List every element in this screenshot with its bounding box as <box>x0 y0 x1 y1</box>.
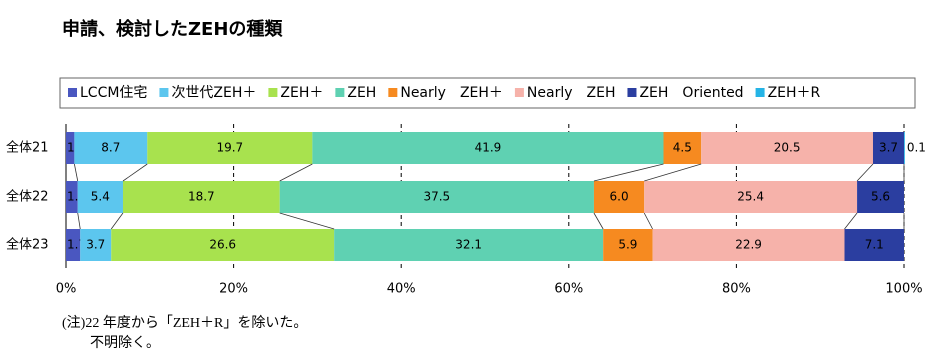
connector-line <box>73 163 79 182</box>
value-label: 25.4 <box>737 190 764 204</box>
category-label: 全体22 <box>6 189 49 205</box>
legend-label: 次世代ZEH＋ <box>171 85 256 101</box>
note: 不明除く。 <box>90 335 160 351</box>
legend-swatch <box>514 88 524 97</box>
legend-label: ZEH Oriented <box>639 85 743 101</box>
legend-swatch <box>335 88 345 97</box>
connector-line <box>279 212 335 230</box>
legend-swatch <box>268 88 278 97</box>
value-label: 18.7 <box>188 190 215 204</box>
bar-segment <box>66 181 78 213</box>
x-tick-label: 20% <box>219 282 248 297</box>
legend-label: Nearly ZEH＋ <box>400 85 503 101</box>
bar-segment <box>312 132 664 164</box>
value-label: 5.4 <box>91 190 110 204</box>
bar-segment <box>872 132 904 164</box>
value-label: 5.9 <box>618 238 637 252</box>
bar-segment <box>66 229 81 261</box>
value-label: 37.5 <box>423 190 450 204</box>
bar-segment <box>111 229 335 261</box>
bar-segment <box>904 132 905 164</box>
connector-line <box>77 212 81 230</box>
connector-line <box>110 212 124 230</box>
bar-segment <box>857 181 904 213</box>
bar-segment <box>279 181 594 213</box>
bar-segment <box>652 229 845 261</box>
bar-segment <box>66 132 75 164</box>
category-label: 全体23 <box>6 237 49 253</box>
legend-swatch <box>159 88 169 97</box>
connector-line <box>279 163 313 182</box>
value-label: 22.9 <box>735 238 762 252</box>
legend-label: ZEH＋ <box>280 85 323 101</box>
bar-segment <box>77 181 123 213</box>
category-label: 全体21 <box>6 140 49 156</box>
bar-segment <box>844 229 904 261</box>
legend-label: ZEH <box>347 85 376 101</box>
value-label: 41.9 <box>475 141 502 155</box>
legend-label: Nearly ZEH <box>527 85 616 101</box>
bar-segment <box>644 181 858 213</box>
value-label: 20.5 <box>774 141 801 155</box>
legend-swatch <box>755 88 765 97</box>
x-tick-label: 40% <box>387 282 416 297</box>
legend-label: ZEH＋R <box>768 85 821 101</box>
x-tick-label: 80% <box>722 282 751 297</box>
value-label: 5.6 <box>871 190 890 204</box>
value-label: 6.0 <box>610 190 629 204</box>
connector-line <box>122 163 148 182</box>
bar-segment <box>603 229 653 261</box>
bar-segment <box>74 132 148 164</box>
connector-line <box>593 212 604 230</box>
value-label: 19.7 <box>216 141 243 155</box>
bar-segment <box>593 181 645 213</box>
value-label: 26.6 <box>209 238 236 252</box>
value-label: 3.7 <box>86 238 105 252</box>
value-label: 8.7 <box>101 141 120 155</box>
bar-segment <box>80 229 112 261</box>
x-tick-label: 100% <box>885 282 922 297</box>
legend-label: LCCM住宅 <box>80 85 147 101</box>
legend-box <box>59 77 916 109</box>
connector-line <box>593 163 664 182</box>
legend-swatch <box>388 88 398 97</box>
legend-swatch <box>627 88 637 97</box>
value-label: 3.7 <box>879 141 898 155</box>
note: (注)22 年度から「ZEH＋R」を除いた。 <box>62 315 307 331</box>
value-label: 7.1 <box>865 238 884 252</box>
bar-segment <box>334 229 604 261</box>
value-label: 32.1 <box>455 238 482 252</box>
bar-segment <box>663 132 702 164</box>
x-tick-label: 0% <box>56 282 77 297</box>
connector-line <box>844 212 858 230</box>
bar-segment <box>147 132 313 164</box>
legend-swatch <box>68 88 77 97</box>
x-tick-label: 60% <box>554 282 583 297</box>
value-label: 4.5 <box>673 141 692 155</box>
connector-line <box>856 163 874 182</box>
bar-segment <box>122 181 280 213</box>
connector-line <box>643 212 653 230</box>
bar-segment <box>701 132 873 164</box>
connector-line <box>644 163 702 182</box>
chart-title: 申請、検討したZEHの種類 <box>62 18 283 40</box>
value-label: 0.1 <box>907 141 926 155</box>
